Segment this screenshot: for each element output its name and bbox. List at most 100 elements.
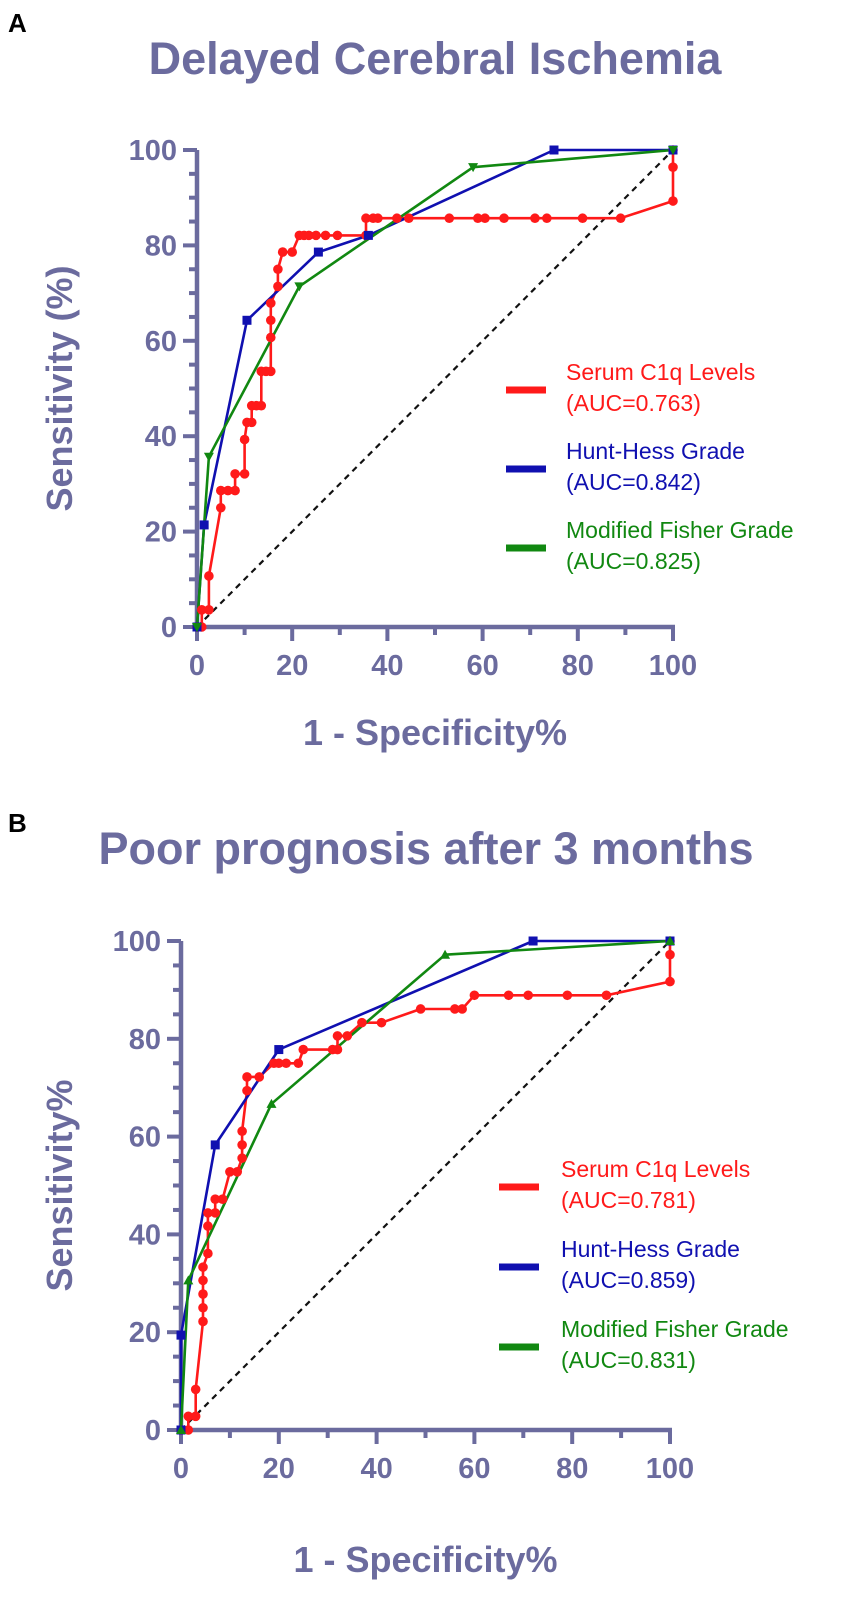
- legend-auc: (AUC=0.859): [561, 1267, 696, 1293]
- data-point: [239, 434, 250, 445]
- data-point: [192, 623, 202, 632]
- data-point: [198, 1275, 208, 1286]
- data-point: [198, 1262, 208, 1272]
- data-point: [404, 213, 414, 224]
- data-point: [183, 1411, 194, 1422]
- panel-a: A Delayed Cerebral Ischemia 0 20 40 60 80 100 0…: [0, 0, 851, 800]
- data-point: [528, 936, 538, 946]
- x-tick-label: 0: [173, 1453, 189, 1485]
- data-point: [601, 990, 612, 1001]
- legend-label: Modified Fisher Grade: [561, 1316, 789, 1342]
- legend-label: Hunt-Hess Grade: [561, 1236, 740, 1262]
- data-point: [265, 366, 276, 377]
- data-point: [668, 146, 678, 155]
- data-point: [549, 145, 559, 155]
- panel-b: B Poor prognosis after 3 months 0 20 40 60 80…: [0, 800, 851, 1603]
- x-tick-label: 80: [562, 650, 594, 682]
- legend-auc: (AUC=0.763): [566, 390, 701, 416]
- x-tick-label: 80: [556, 1453, 588, 1485]
- y-tick-label: 20: [129, 1317, 161, 1349]
- x-tick-label: 60: [466, 650, 498, 682]
- data-point: [217, 1194, 228, 1204]
- data-point: [473, 213, 483, 224]
- y-tick-label: 60: [129, 1122, 161, 1154]
- data-point: [281, 1058, 291, 1069]
- data-point: [256, 400, 267, 411]
- data-point: [294, 282, 305, 292]
- x-axis-label: 1 - Specificity%: [303, 712, 567, 753]
- reference-diagonal: [180, 940, 671, 1431]
- data-point: [204, 571, 214, 581]
- data-point: [242, 1072, 252, 1082]
- data-point: [210, 1194, 221, 1204]
- y-tick-label: 20: [145, 517, 177, 549]
- data-point: [480, 213, 490, 224]
- data-point: [196, 605, 207, 615]
- data-point: [183, 1425, 194, 1435]
- data-point: [230, 485, 240, 496]
- data-point: [440, 949, 451, 959]
- data-point: [203, 1221, 213, 1231]
- data-point: [665, 949, 675, 960]
- data-point: [242, 1085, 252, 1096]
- data-point: [523, 990, 533, 1001]
- data-point: [668, 162, 678, 172]
- data-point: [239, 469, 250, 479]
- data-point: [237, 1126, 247, 1137]
- legend-auc: (AUC=0.842): [566, 469, 701, 495]
- y-axis-label: Sensitivity%: [39, 1079, 80, 1291]
- data-point: [265, 298, 276, 308]
- data-point: [376, 1017, 387, 1028]
- data-point: [223, 485, 233, 496]
- data-point: [444, 213, 455, 224]
- legend-auc: (AUC=0.831): [561, 1347, 696, 1373]
- y-tick-label: 40: [129, 1219, 161, 1251]
- legend-label: Serum C1q Levels: [566, 359, 755, 385]
- series-line-hunt-hess-grade: [179, 939, 670, 1430]
- data-point: [225, 1167, 235, 1177]
- data-point: [254, 1072, 265, 1082]
- y-tick-label: 0: [145, 1415, 161, 1447]
- data-point: [668, 196, 678, 206]
- data-point: [274, 1058, 284, 1069]
- data-point: [665, 976, 675, 987]
- data-point: [204, 605, 214, 615]
- y-tick-label: 100: [113, 926, 161, 958]
- data-point: [503, 990, 514, 1001]
- data-point: [232, 1167, 243, 1177]
- data-point: [210, 1208, 221, 1218]
- data-point: [237, 1153, 247, 1163]
- y-tick-label: 80: [145, 230, 177, 262]
- data-point: [311, 230, 321, 241]
- y-tick-label: 100: [129, 135, 177, 167]
- data-point: [415, 1004, 426, 1014]
- data-point: [237, 1140, 247, 1150]
- data-point: [468, 163, 479, 173]
- roc-chart-b: Poor prognosis after 3 months 0 20 40 60 80 10…: [39, 823, 789, 1580]
- legend-label: Serum C1q Levels: [561, 1156, 750, 1182]
- data-point: [320, 230, 331, 241]
- data-point: [304, 230, 314, 241]
- data-point: [203, 1248, 213, 1259]
- legend-auc: (AUC=0.825): [566, 548, 701, 574]
- y-tick-label: 60: [145, 326, 177, 358]
- data-point: [450, 1004, 460, 1014]
- chart-title: Delayed Cerebral Ischemia: [149, 33, 723, 84]
- data-point: [457, 1004, 467, 1014]
- data-point: [313, 247, 323, 257]
- data-point: [499, 213, 509, 224]
- data-point: [203, 1208, 213, 1218]
- panel-label: B: [8, 808, 27, 838]
- data-point: [469, 990, 480, 1001]
- legend-auc: (AUC=0.781): [561, 1187, 696, 1213]
- x-tick-label: 60: [458, 1453, 490, 1485]
- data-point: [293, 1058, 304, 1069]
- x-tick-label: 40: [360, 1453, 392, 1485]
- panel-label: A: [8, 8, 27, 38]
- data-point: [363, 230, 373, 240]
- y-tick-label: 40: [145, 421, 177, 453]
- data-point: [373, 213, 383, 224]
- data-point: [265, 315, 276, 326]
- data-point: [562, 990, 573, 1001]
- data-point: [298, 1044, 309, 1055]
